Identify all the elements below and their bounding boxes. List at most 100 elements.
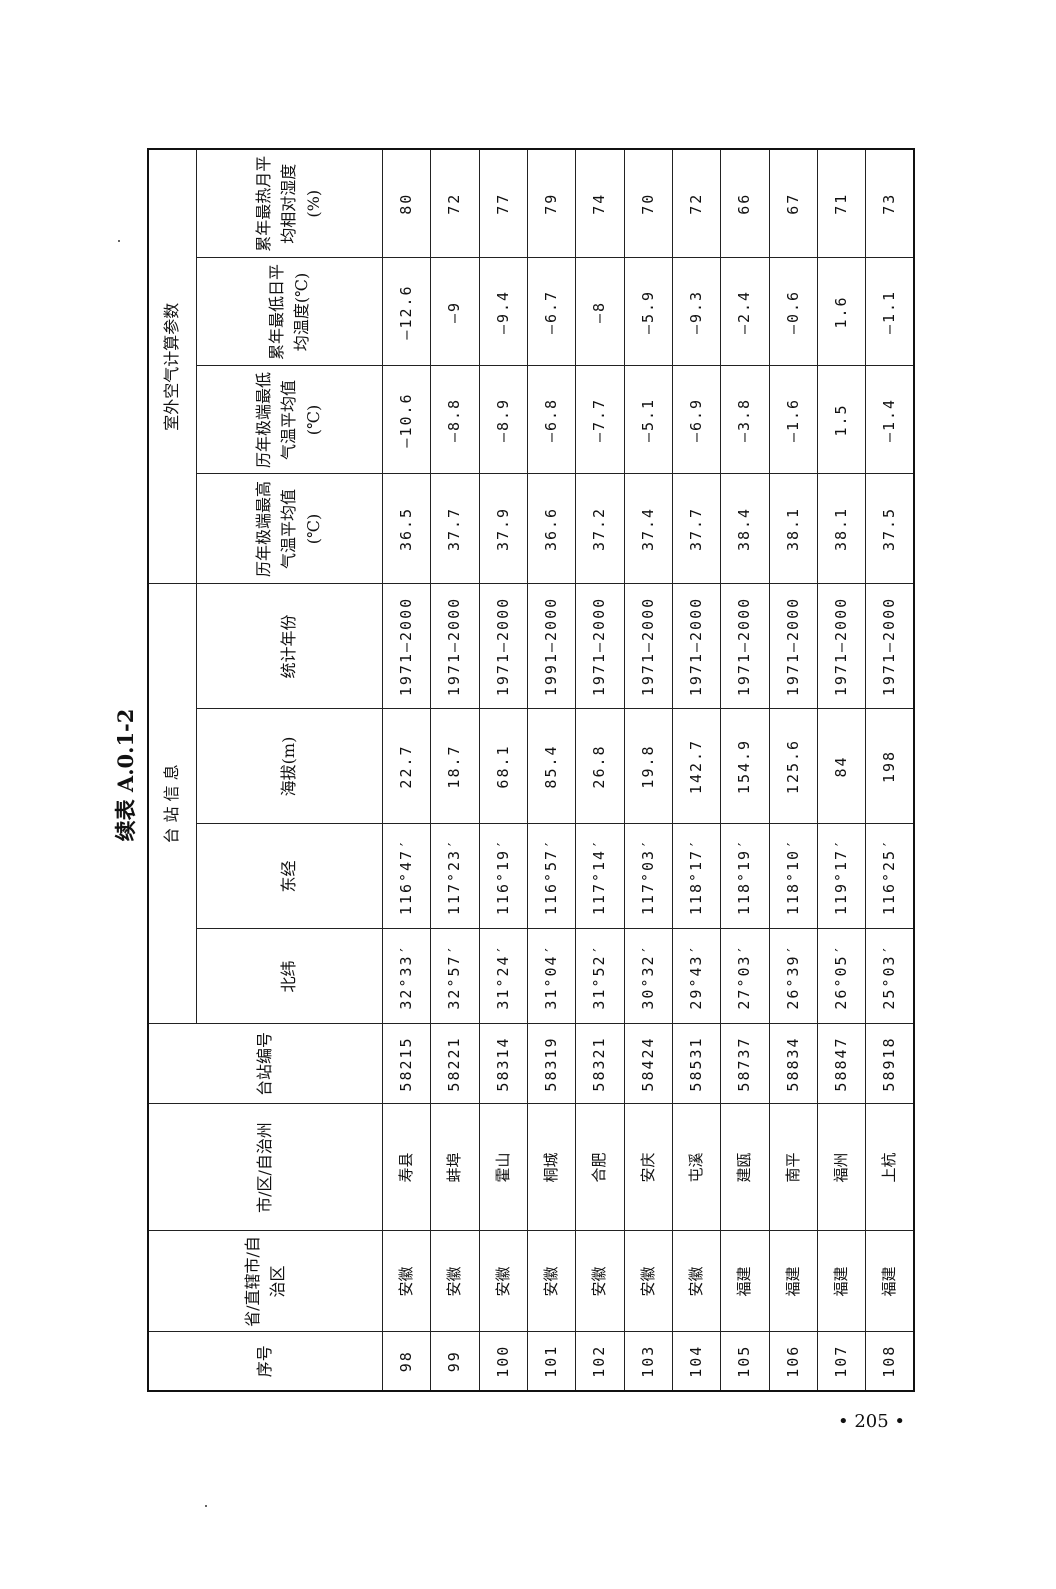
table-cell: 22.7	[382, 709, 431, 824]
page-number: • 205 •	[838, 1411, 906, 1432]
table-cell: 117°03′	[624, 824, 673, 929]
table-cell: 116°25′	[865, 824, 914, 929]
table-cell: 19.8	[624, 709, 673, 824]
table-cell: 1.5	[817, 365, 866, 474]
table-cell: —6.7	[527, 257, 576, 366]
table-cell: —8.9	[479, 365, 528, 474]
table-cell: 58314	[479, 1024, 528, 1104]
table-cell: 58531	[672, 1024, 721, 1104]
table-cell: 58737	[720, 1024, 769, 1104]
table-cell: —9	[430, 257, 480, 366]
table-cell: 72	[672, 148, 721, 258]
table-cell: —5.1	[624, 365, 673, 474]
table-cell: 125.6	[769, 709, 818, 824]
table-cell: 99	[430, 1332, 480, 1391]
table-cell: 66	[720, 148, 769, 258]
header-longitude: 东经	[196, 824, 383, 929]
table-cell: 建瓯	[720, 1104, 769, 1231]
table-cell: 118°10′	[769, 824, 818, 929]
table-cell: —3.8	[720, 365, 769, 474]
table-row: 99 安徽 蚌埠 58221 32°57′ 117°23′ 18.7 1971—2000 37.…	[430, 148, 480, 1391]
header-province: 省/直辖市/自治区	[148, 1231, 383, 1332]
table-cell: 31°04′	[527, 929, 576, 1024]
table-cell: 31°24′	[479, 929, 528, 1024]
table-cell: 32°57′	[430, 929, 480, 1024]
table-cell: 安庆	[624, 1104, 673, 1231]
table-cell: 73	[865, 148, 914, 258]
table-cell: 108	[865, 1332, 914, 1391]
table-cell: 27°03′	[720, 929, 769, 1024]
header-station-id: 台站编号	[148, 1024, 383, 1104]
table-cell: 安徽	[430, 1231, 480, 1332]
climate-data-table: 序号 省/直辖市/自治区 市/区/自治州 台站编号 台 站 信 息 室外空气计算…	[147, 147, 915, 1392]
table-cell: 105	[720, 1332, 769, 1391]
table-cell: —6.8	[527, 365, 576, 474]
header-latitude: 北纬	[196, 929, 383, 1024]
header-min-daily-temp: 累年最低日平均温度(℃)	[196, 257, 383, 366]
table-cell: 37.7	[430, 473, 480, 584]
table-cell: —0.6	[769, 257, 818, 366]
table-cell: 29°43′	[672, 929, 721, 1024]
header-max-temp: 历年极端最高气温平均值(℃)	[196, 473, 383, 584]
table-cell: 101	[527, 1332, 576, 1391]
table-cell: —9.4	[479, 257, 528, 366]
table-cell: 58215	[382, 1024, 431, 1104]
table-cell: 118°19′	[720, 824, 769, 929]
table-cell: —2.4	[720, 257, 769, 366]
table-cell: 26.8	[575, 709, 625, 824]
table-cell: 霍山	[479, 1104, 528, 1231]
table-row: 100 安徽 霍山 58314 31°24′ 116°19′ 68.1 1971—2000 37…	[479, 148, 528, 1391]
table-cell: 58221	[430, 1024, 480, 1104]
table-cell: 154.9	[720, 709, 769, 824]
table-cell: 1971—2000	[672, 583, 721, 709]
table-cell: 1971—2000	[817, 583, 866, 709]
table-cell: 安徽	[672, 1231, 721, 1332]
table-cell: 1971—2000	[769, 583, 818, 709]
table-body: 98 安徽 寿县 58215 32°33′ 116°47′ 22.7 1971—2000 36.…	[382, 148, 914, 1391]
table-cell: 1971—2000	[720, 583, 769, 709]
table-cell: 116°57′	[527, 824, 576, 929]
table-cell: 58918	[865, 1024, 914, 1104]
table-cell: 102	[575, 1332, 625, 1391]
table-cell: —8	[575, 257, 625, 366]
table-cell: 80	[382, 148, 431, 258]
table-cell: 58834	[769, 1024, 818, 1104]
group-header-station-info: 台 站 信 息	[148, 583, 197, 1024]
table-cell: 38.4	[720, 473, 769, 584]
table-cell: —5.9	[624, 257, 673, 366]
table-cell: 118°17′	[672, 824, 721, 929]
table-row: 103 安徽 安庆 58424 30°32′ 117°03′ 19.8 1971—2000 37…	[624, 148, 673, 1391]
table-cell: 117°14′	[575, 824, 625, 929]
table-cell: 37.9	[479, 473, 528, 584]
table-cell: 77	[479, 148, 528, 258]
table-cell: 68.1	[479, 709, 528, 824]
table-cell: 85.4	[527, 709, 576, 824]
table-cell: 桐城	[527, 1104, 576, 1231]
table-cell: 58319	[527, 1024, 576, 1104]
table-cell: 71	[817, 148, 866, 258]
table-row: 102 安徽 合肥 58321 31°52′ 117°14′ 26.8 1971—2000 37…	[575, 148, 625, 1391]
table-row: 104 安徽 屯溪 58531 29°43′ 118°17′ 142.7 1971—2000 3…	[672, 148, 721, 1391]
table-cell: —1.6	[769, 365, 818, 474]
table-cell: 1971—2000	[575, 583, 625, 709]
table-cell: 38.1	[817, 473, 866, 584]
table-cell: 31°52′	[575, 929, 625, 1024]
table-cell: 104	[672, 1332, 721, 1391]
table-row: 106 福建 南平 58834 26°39′ 118°10′ 125.6 1971—2000 3…	[769, 148, 818, 1391]
table-cell: 100	[479, 1332, 528, 1391]
table-row: 108 福建 上杭 58918 25°03′ 116°25′ 198 1971—2000 37.…	[865, 148, 914, 1391]
table-cell: 116°19′	[479, 824, 528, 929]
table-row: 101 安徽 桐城 58319 31°04′ 116°57′ 85.4 1991—2000 36…	[527, 148, 576, 1391]
table-cell: 安徽	[382, 1231, 431, 1332]
table-cell: 26°05′	[817, 929, 866, 1024]
table-cell: 142.7	[672, 709, 721, 824]
table-cell: 70	[624, 148, 673, 258]
table-cell: 1971—2000	[865, 583, 914, 709]
table-cell: 福建	[865, 1231, 914, 1332]
table-cell: —7.7	[575, 365, 625, 474]
table-cell: 37.4	[624, 473, 673, 584]
table-cell: 36.5	[382, 473, 431, 584]
table-cell: 安徽	[479, 1231, 528, 1332]
header-altitude: 海拔(m)	[196, 709, 383, 824]
table-row: 105 福建 建瓯 58737 27°03′ 118°19′ 154.9 1971—2000 3…	[720, 148, 769, 1391]
